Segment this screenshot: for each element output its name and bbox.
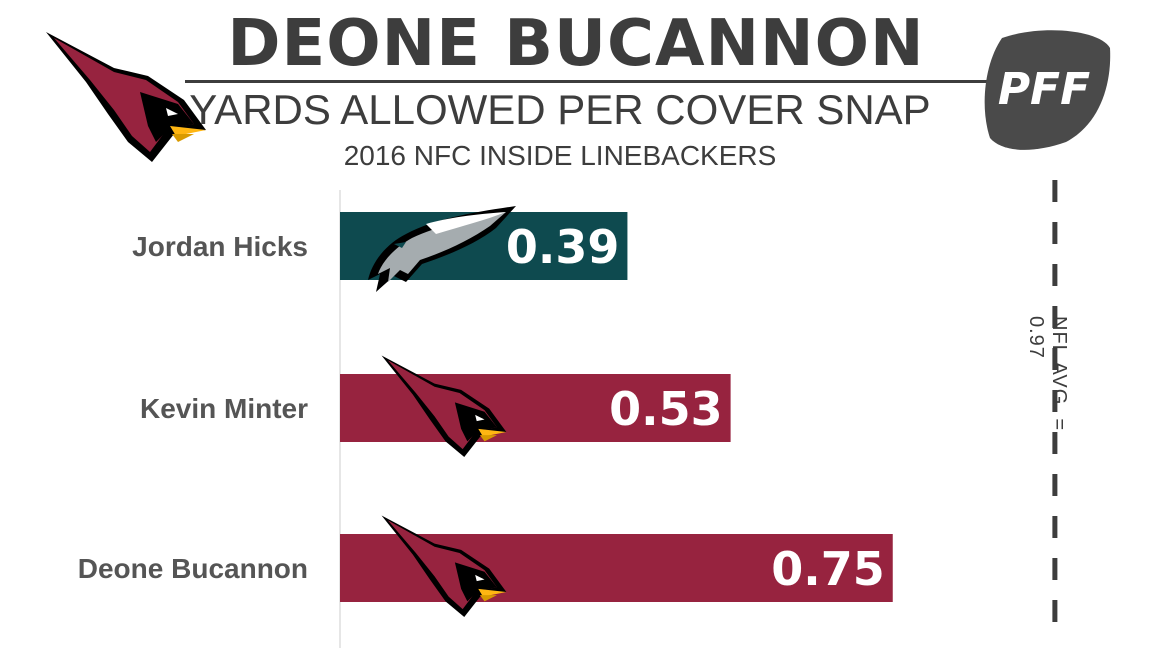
cardinals-logo-icon	[381, 515, 507, 617]
page-title: DEONE BUCANNON	[227, 7, 925, 81]
cardinals-logo-icon	[381, 355, 507, 457]
bar-category-label: Jordan Hicks	[132, 231, 308, 262]
bar-category-label: Deone Bucannon	[78, 553, 308, 584]
chart-subsubtitle: 2016 NFC INSIDE LINEBACKERS	[343, 140, 777, 171]
pff-logo-icon: PFF	[984, 30, 1111, 150]
eagles-logo-icon	[368, 206, 516, 292]
bar-value-label: 0.39	[506, 220, 620, 274]
bar-value-label: 0.75	[771, 542, 885, 596]
chart-subtitle: YARDS ALLOWED PER COVER SNAP	[189, 86, 931, 133]
bar-category-label: Kevin Minter	[140, 393, 308, 424]
pff-logo-text: PFF	[998, 64, 1090, 115]
bar-value-label: 0.53	[609, 382, 723, 436]
title-rule	[185, 80, 995, 83]
nfl-average-label: NFL AVG. = 0.97	[1025, 316, 1070, 432]
bar	[340, 374, 731, 442]
cardinals-logo-icon	[46, 32, 206, 162]
